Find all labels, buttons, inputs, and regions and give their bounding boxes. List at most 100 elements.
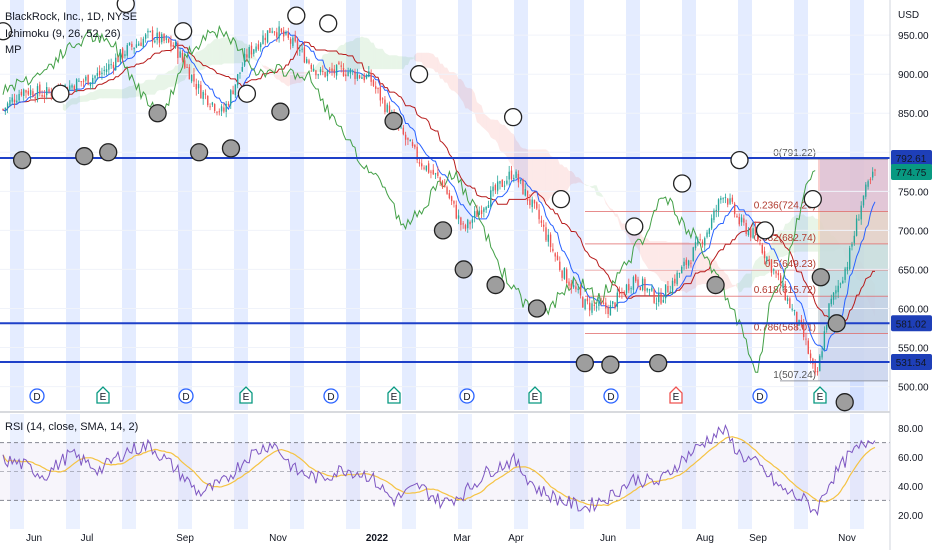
earnings-icon[interactable] <box>96 386 110 404</box>
dividend-icon[interactable] <box>29 388 45 404</box>
candle-body <box>457 215 460 219</box>
filled-marker-circle <box>706 275 725 295</box>
candle-body <box>717 199 720 211</box>
candle-body <box>621 292 623 294</box>
cloud-segment <box>120 89 123 99</box>
cloud-segment <box>451 72 454 91</box>
candle-body <box>211 102 214 105</box>
earnings-icon[interactable] <box>239 386 253 404</box>
dividend-icon[interactable] <box>752 388 768 404</box>
candle-body <box>147 30 149 33</box>
filled-marker-circle <box>486 275 505 295</box>
candle-body <box>278 26 280 39</box>
cloud-segment <box>782 223 786 257</box>
cloud-segment <box>433 53 436 73</box>
candle-body <box>865 184 867 197</box>
dividend-icon[interactable] <box>603 388 619 404</box>
candle-body <box>213 104 216 111</box>
candle-body <box>506 180 508 184</box>
candle-body <box>276 32 278 38</box>
week-band <box>402 0 416 410</box>
cloud-segment <box>536 149 540 202</box>
cloud-segment <box>488 117 491 138</box>
candle-body <box>496 181 499 191</box>
cloud-segment <box>318 61 321 72</box>
earnings-icon[interactable] <box>528 386 542 404</box>
cloud-segment <box>366 37 369 70</box>
rsi-line <box>2 423 876 517</box>
candle-body <box>545 227 547 241</box>
cloud-segment <box>739 279 742 293</box>
earnings-icon[interactable] <box>387 386 401 404</box>
candle-body <box>377 87 379 89</box>
cloud-segment <box>444 67 448 83</box>
cloud-segment <box>288 71 291 87</box>
candle-body <box>131 43 133 47</box>
cloud-segment <box>315 62 319 72</box>
candle-body <box>356 73 359 79</box>
candle-body <box>704 238 706 246</box>
cloud-segment <box>550 155 553 197</box>
cloud-segment <box>173 65 176 87</box>
candle-body <box>140 42 142 47</box>
earnings-icon[interactable] <box>813 386 827 404</box>
price-tick-650: 650.00 <box>898 265 929 276</box>
candle-body <box>232 90 234 95</box>
cloud-segment <box>665 241 668 286</box>
candle-body <box>662 299 665 303</box>
candle-body <box>94 75 96 79</box>
cloud-segment <box>440 63 443 79</box>
cloud-segment <box>200 49 204 71</box>
background-bands <box>10 0 864 529</box>
hollow-marker-circle <box>730 150 749 170</box>
event-letter: E <box>673 392 680 403</box>
week-band <box>682 0 696 410</box>
candle-body <box>648 289 651 291</box>
candle-body <box>644 279 646 292</box>
candle-body <box>386 104 388 112</box>
cloud-segment <box>124 87 128 99</box>
cloud-segment <box>460 78 464 102</box>
cloud-segment <box>72 98 75 105</box>
candle-body <box>154 40 156 43</box>
candle-body <box>526 190 529 201</box>
filled-marker-circle <box>271 102 290 121</box>
candle-body <box>554 253 556 257</box>
cloud-segment <box>350 41 353 70</box>
cloud-segment <box>237 40 240 64</box>
candle-body <box>681 266 683 274</box>
cloud-segment <box>361 36 365 70</box>
cloud-segment <box>253 54 257 62</box>
event-letter: D <box>182 392 189 403</box>
cloud-segment <box>568 170 572 188</box>
level-tag-label: 531.54 <box>896 358 927 369</box>
cloud-segment <box>463 81 466 109</box>
cloud-segment <box>69 98 73 106</box>
fib-label-0: 0(791.22) <box>773 148 816 159</box>
cloud-segment <box>592 185 595 189</box>
cloud-segment <box>619 218 622 231</box>
candle-body <box>471 219 474 223</box>
cloud-segment <box>332 50 335 73</box>
week-band <box>66 0 80 410</box>
level-tag-label: 792.61 <box>896 154 927 165</box>
selection-box <box>820 159 888 411</box>
dividend-icon[interactable] <box>323 388 339 404</box>
dividend-icon[interactable] <box>459 388 475 404</box>
candle-body <box>766 256 768 261</box>
candle-body <box>483 208 485 212</box>
filled-marker-circle <box>433 221 453 240</box>
dividend-icon[interactable] <box>178 388 194 404</box>
candle-body <box>499 180 501 184</box>
price-tick-850: 850.00 <box>898 109 929 120</box>
earnings-icon[interactable] <box>669 386 683 404</box>
cloud-segment <box>582 182 586 186</box>
cloud-segment <box>230 38 234 64</box>
cloud-segment <box>730 280 733 288</box>
cloud-segment <box>430 53 434 69</box>
cloud-segment <box>127 86 130 99</box>
cloud-segment <box>755 258 758 278</box>
cloud-segment <box>170 69 174 87</box>
candle-body <box>738 216 740 225</box>
